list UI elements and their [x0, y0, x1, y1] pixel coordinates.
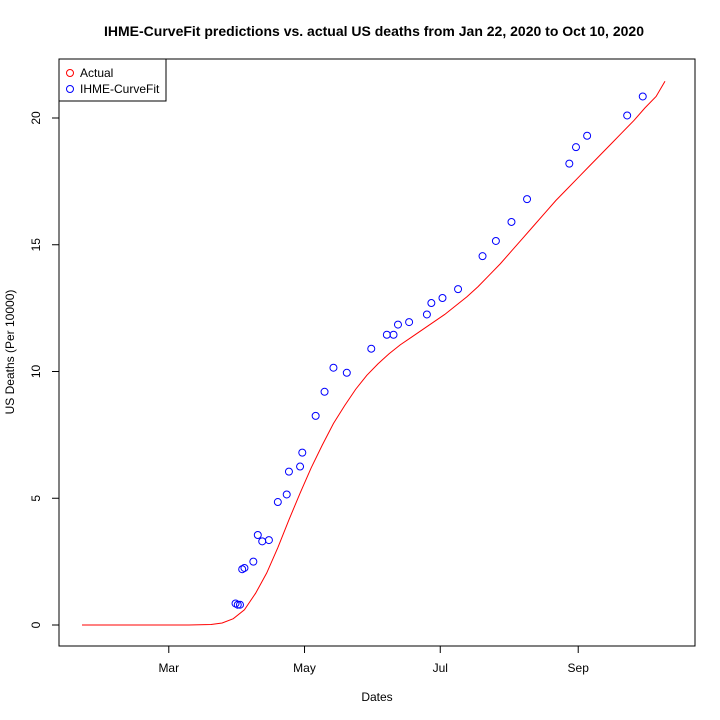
- data-point-ihme-curvefit: [233, 600, 242, 609]
- data-point-ihme-curvefit: [454, 285, 463, 294]
- legend-label-ihme-curvefit: IHME-CurveFit: [80, 82, 160, 96]
- y-axis: 0 5 10 15 20: [29, 111, 59, 628]
- y-tick-label: 10: [29, 365, 43, 379]
- data-point-ihme-curvefit: [583, 131, 592, 140]
- data-point-ihme-curvefit: [389, 330, 398, 339]
- data-point-ihme-curvefit: [264, 536, 273, 545]
- data-point-ihme-curvefit: [478, 252, 487, 261]
- data-point-ihme-curvefit: [298, 448, 307, 457]
- plot-area: [82, 80, 666, 626]
- x-tick-label: Jul: [433, 661, 448, 675]
- data-point-ihme-curvefit: [258, 537, 267, 546]
- plot-frame: [58, 58, 696, 647]
- x-tick-label: May: [293, 661, 316, 675]
- data-point-ihme-curvefit: [235, 600, 244, 609]
- legend-marker-ihme-curvefit: [66, 85, 74, 93]
- data-point-ihme-curvefit: [507, 217, 516, 226]
- x-axis-label: Dates: [361, 690, 392, 704]
- data-point-ihme-curvefit: [422, 310, 431, 319]
- data-point-ihme-curvefit: [523, 195, 532, 204]
- chart-title: IHME-CurveFit predictions vs. actual US …: [104, 23, 644, 39]
- y-tick-label: 5: [29, 495, 43, 502]
- y-axis-label: US Deaths (Per 10000): [3, 290, 17, 415]
- data-point-ihme-curvefit: [342, 368, 351, 377]
- data-point-ihme-curvefit: [565, 159, 574, 168]
- data-point-ihme-curvefit: [491, 236, 500, 245]
- x-axis: Mar May Jul Sep: [158, 646, 589, 675]
- data-point-ihme-curvefit: [329, 363, 338, 372]
- legend-box: [58, 58, 167, 102]
- data-point-ihme-curvefit: [438, 293, 447, 302]
- data-point-ihme-curvefit: [282, 490, 291, 499]
- y-tick-label: 0: [29, 621, 43, 628]
- legend: Actual IHME-CurveFit: [58, 58, 167, 102]
- y-tick-label: 15: [29, 238, 43, 252]
- legend-marker-actual: [66, 69, 74, 77]
- data-point-ihme-curvefit: [273, 498, 282, 507]
- data-point-ihme-curvefit: [231, 599, 240, 608]
- data-point-ihme-curvefit: [311, 411, 320, 420]
- data-point-ihme-curvefit: [296, 462, 305, 471]
- x-tick-label: Sep: [568, 661, 590, 675]
- data-point-ihme-curvefit: [238, 565, 247, 574]
- x-tick-label: Mar: [158, 661, 179, 675]
- legend-label-actual: Actual: [80, 66, 113, 80]
- data-point-ihme-curvefit: [571, 143, 580, 152]
- data-point-ihme-curvefit: [367, 344, 376, 353]
- data-point-ihme-curvefit: [638, 92, 647, 101]
- data-point-ihme-curvefit: [284, 467, 293, 476]
- data-point-ihme-curvefit: [382, 330, 391, 339]
- data-point-ihme-curvefit: [320, 387, 329, 396]
- data-point-ihme-curvefit: [405, 318, 414, 327]
- data-point-ihme-curvefit: [249, 557, 258, 566]
- data-point-ihme-curvefit: [427, 299, 436, 308]
- series-line-actual: [82, 80, 666, 626]
- data-point-ihme-curvefit: [240, 563, 249, 572]
- y-tick-label: 20: [29, 111, 43, 125]
- data-point-ihme-curvefit: [393, 320, 402, 329]
- data-point-ihme-curvefit: [253, 531, 262, 540]
- data-point-ihme-curvefit: [623, 111, 632, 120]
